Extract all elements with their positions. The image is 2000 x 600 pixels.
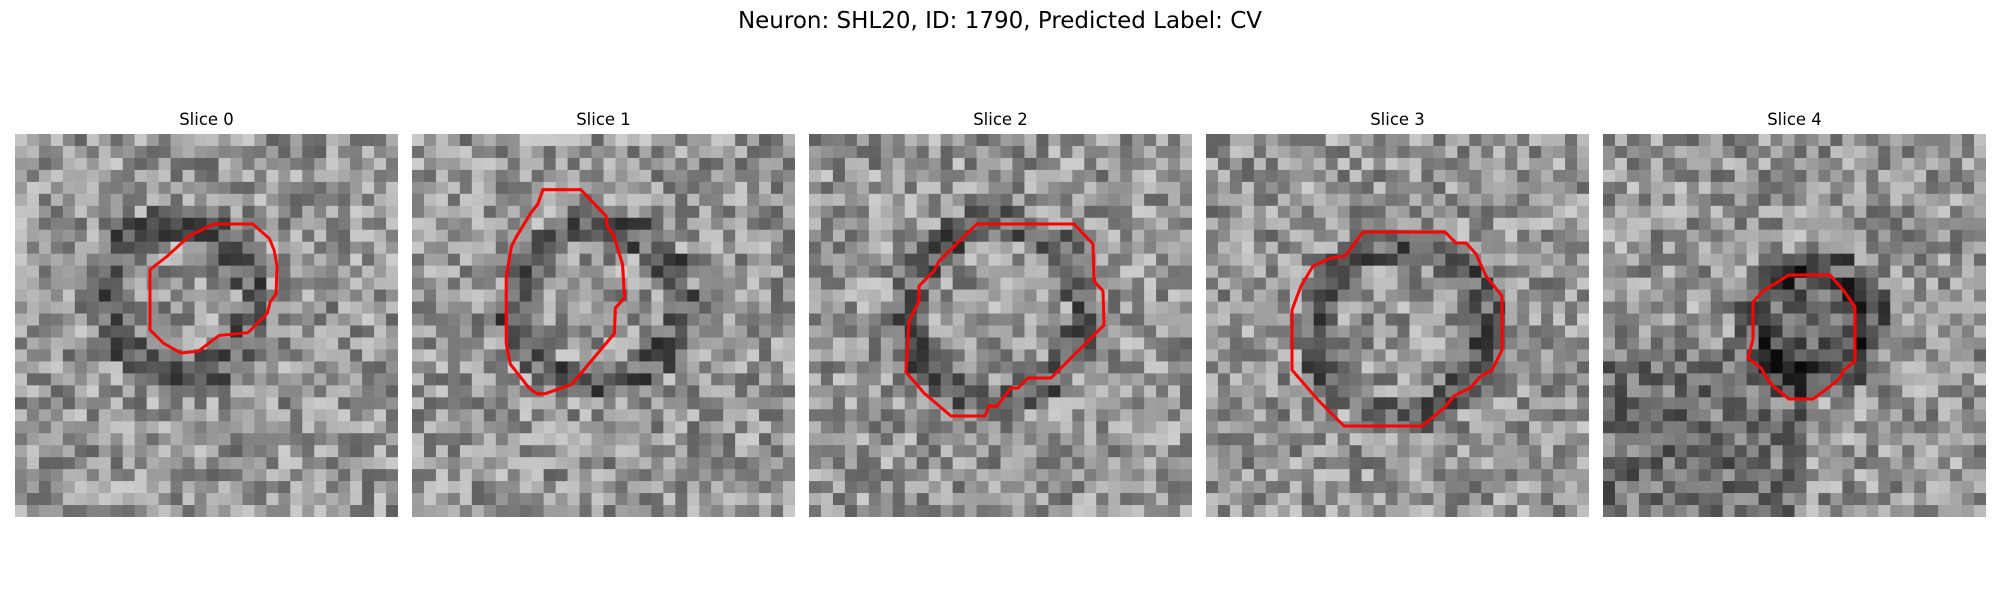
slice-image: [1603, 134, 1986, 517]
slice-panel-1: Slice 1: [412, 110, 795, 517]
slice-panel-3: Slice 3: [1206, 110, 1589, 517]
contour-outline: [148, 222, 279, 355]
contour-outline: [1746, 273, 1857, 401]
slice-title: Slice 0: [179, 110, 234, 129]
slice-image: [809, 134, 1192, 517]
slice-panel-0: Slice 0: [15, 110, 398, 517]
slice-image: [412, 134, 795, 517]
slice-title: Slice 3: [1370, 110, 1425, 129]
figure-title: Neuron: SHL20, ID: 1790, Predicted Label…: [737, 8, 1263, 34]
slice-title: Slice 4: [1767, 110, 1822, 129]
contour-outline: [504, 188, 627, 396]
slice-image: [1206, 134, 1589, 517]
slice-panel-2: Slice 2: [809, 110, 1192, 517]
slice-title: Slice 2: [973, 110, 1028, 129]
slice-image: [15, 134, 398, 517]
contour-outline: [904, 222, 1106, 418]
contour-outline: [1290, 230, 1504, 428]
slice-panel-4: Slice 4: [1603, 110, 1986, 517]
slice-title: Slice 1: [576, 110, 631, 129]
